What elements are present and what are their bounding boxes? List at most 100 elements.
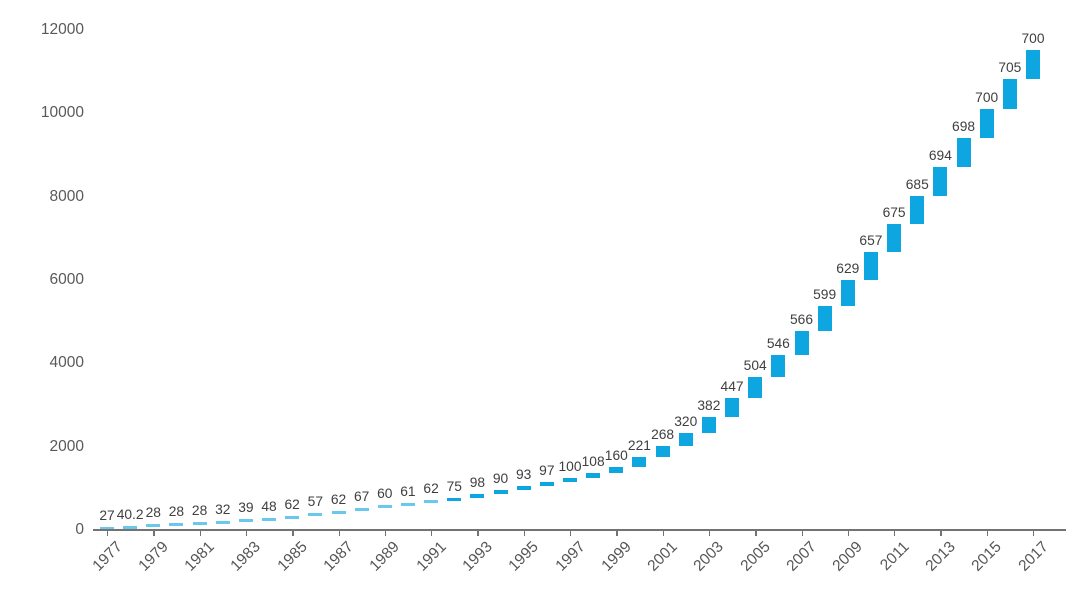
waterfall-bar [215,520,230,524]
x-tick-label: 1995 [505,538,543,575]
x-tick-label: 2017 [1014,538,1052,575]
bar-value-label: 108 [581,454,605,470]
waterfall-bar [933,166,948,196]
bar-value-label: 98 [469,474,486,490]
bar-value-label: 27 [99,508,115,523]
waterfall-bar [123,525,138,529]
waterfall-bar [956,137,971,167]
x-axis-tick [153,530,155,536]
bar-value-label: 100 [558,458,582,474]
waterfall-bar [609,466,624,474]
bar-value-label: 32 [215,501,231,517]
bar-value-label: 447 [720,379,744,395]
x-axis-tick [986,530,989,536]
x-axis-tick [245,530,248,536]
x-tick-label: 2005 [737,538,774,575]
bar-value-label: 675 [882,205,906,221]
x-tick-label: 2007 [783,538,820,575]
waterfall-bar [470,493,485,498]
bar-value-label: 320 [674,413,698,429]
bar-value-label: 97 [539,462,555,478]
x-axis-tick [384,530,387,536]
x-axis-line [93,529,1066,531]
bar-value-label: 90 [492,470,509,486]
waterfall-bar [632,457,647,467]
waterfall-bar [192,521,207,525]
x-axis-tick [199,530,201,536]
waterfall-bar [863,252,878,280]
x-axis-tick [477,530,479,536]
x-tick-label: 1985 [274,538,311,575]
bar-value-label: 382 [697,397,721,413]
bar-value-label: 221 [627,438,651,454]
x-axis-tick [1033,530,1035,536]
waterfall-bar [331,510,346,514]
waterfall-bar [400,502,415,506]
x-tick-label: 2013 [922,538,959,575]
bar-value-label: 62 [423,481,439,497]
x-axis-tick [662,530,664,536]
waterfall-bar [447,497,462,501]
x-axis-tick [570,530,572,536]
waterfall-bar [887,224,902,253]
waterfall-bar [910,195,925,225]
waterfall-bar [539,481,554,486]
x-tick-label: 1991 [413,538,450,575]
y-tick-label: 8000 [49,187,84,205]
bar-value-label: 685 [905,176,929,192]
bar-value-label: 75 [446,478,462,494]
x-tick-label: 1981 [181,538,218,575]
x-tick-label: 1983 [227,538,265,575]
y-tick-label: 0 [75,521,84,538]
x-tick-label: 1979 [135,538,172,575]
waterfall-bar [262,517,277,521]
x-axis-tick [940,530,942,536]
x-axis-tick [107,530,109,536]
bar-value-label: 93 [516,466,532,482]
waterfall-bar [100,527,114,530]
x-tick-label: 1977 [88,538,126,575]
waterfall-bar [794,330,809,355]
waterfall-bar [424,500,439,504]
x-axis-tick [431,530,433,536]
waterfall-bar [678,432,693,447]
x-tick-label: 1989 [366,538,404,575]
x-tick-label: 2011 [876,538,913,574]
x-tick-label: 1999 [598,538,635,575]
bar-value-label: 629 [836,260,860,276]
x-tick-label: 1987 [320,538,357,575]
bar-value-label: 160 [604,447,628,463]
bar-value-label: 28 [145,505,161,521]
waterfall-bar [817,306,832,331]
waterfall-bar [701,416,716,433]
x-tick-label: 1993 [459,538,496,575]
bar-value-label: 546 [766,335,790,351]
waterfall-bar [1002,79,1017,109]
x-axis-tick [708,530,711,536]
waterfall-bar [308,513,323,517]
waterfall-bar [979,108,994,138]
waterfall-bar [725,398,740,417]
waterfall-bar [1026,50,1040,80]
x-axis-tick [847,530,850,536]
x-axis-tick [755,530,757,536]
waterfall-bar [238,519,253,523]
waterfall-bar [493,489,508,494]
bar-value-label: 700 [1021,31,1045,47]
waterfall-bar [748,377,763,399]
waterfall-bar [563,477,577,482]
bar-value-label: 48 [261,498,277,514]
waterfall-bar [840,279,855,307]
bar-value-label: 28 [191,502,208,518]
bar-value-label: 39 [238,500,254,516]
waterfall-bar [771,354,786,378]
x-tick-label: 2003 [690,538,728,575]
waterfall-bar [516,485,531,490]
x-tick-label: 1997 [551,538,589,575]
bar-value-label: 599 [813,287,837,303]
bar-value-label: 61 [400,483,416,499]
waterfall-bar [285,515,300,519]
x-axis-tick [523,530,526,536]
bar-value-label: 268 [651,427,675,443]
